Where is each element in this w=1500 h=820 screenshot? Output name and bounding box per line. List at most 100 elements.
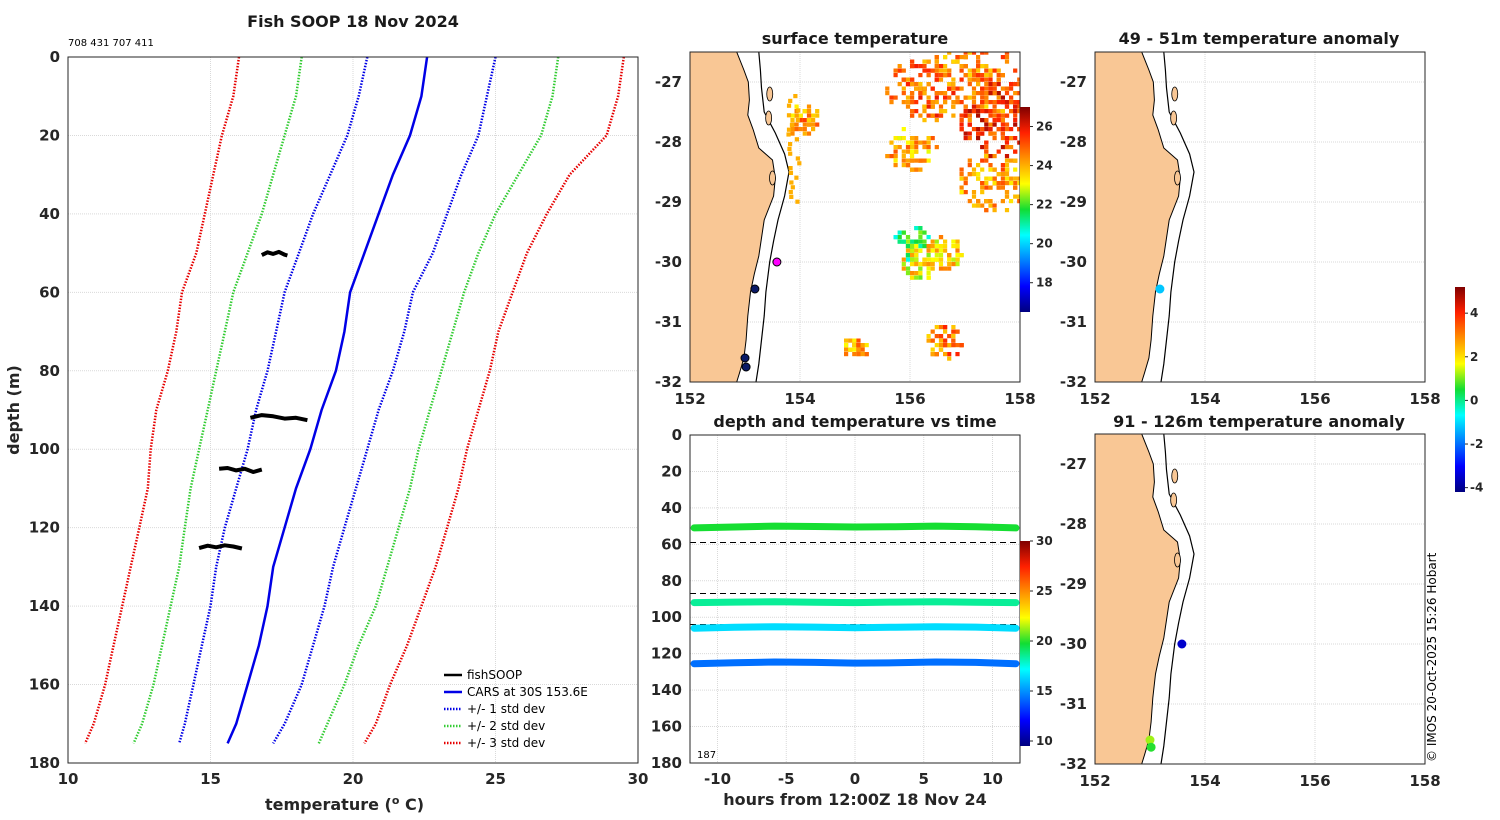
sst-pixel xyxy=(971,172,977,177)
island xyxy=(1171,468,1179,484)
sst-pixel xyxy=(901,154,906,159)
island xyxy=(765,110,773,126)
map-ytick-label: -27 xyxy=(1060,455,1087,473)
sst-pixel xyxy=(992,68,997,73)
island xyxy=(769,170,776,186)
sst-pixel xyxy=(1000,127,1005,132)
sst-pixel xyxy=(976,82,981,87)
sst-pixel xyxy=(795,156,800,161)
sst-pixel xyxy=(905,271,911,276)
sst-pixel xyxy=(930,352,935,357)
sst-pixel xyxy=(918,95,923,100)
depth-time-colorbar xyxy=(1020,541,1030,746)
sst-pixel xyxy=(790,113,795,118)
sst-pixel xyxy=(926,266,931,271)
sst-pixel xyxy=(934,91,939,96)
sst-pixel xyxy=(967,68,972,73)
sst-pixel xyxy=(926,136,931,141)
sst-pixel xyxy=(976,203,981,208)
profile-xtick-label: 30 xyxy=(628,770,649,788)
sst-pixel xyxy=(967,113,972,118)
sst-pixel xyxy=(914,100,919,105)
sst-pixel xyxy=(926,334,931,339)
sst-pixel xyxy=(971,190,977,195)
sst-pixel xyxy=(1021,78,1025,82)
sst-pixel xyxy=(967,82,972,87)
sst-pixel xyxy=(992,109,997,114)
sst-pixel xyxy=(1000,131,1005,136)
sst-station-marker xyxy=(772,257,782,267)
sst-pixel xyxy=(980,190,985,195)
legend-std2-label: +/- 2 std dev xyxy=(467,719,545,733)
sst-pixel xyxy=(955,100,960,105)
sst-pixel xyxy=(984,33,988,37)
sst-pixel xyxy=(922,59,927,64)
sst-pixel xyxy=(959,190,964,195)
sst-pixel xyxy=(967,118,972,123)
sst-colorbar-label: 26 xyxy=(1036,120,1053,134)
coastline xyxy=(1141,52,1181,382)
sst-pixel xyxy=(926,73,931,78)
sst-pixel xyxy=(934,55,939,60)
sst-pixel xyxy=(1004,208,1010,213)
sst-pixel xyxy=(968,33,972,37)
sst-pixel xyxy=(980,185,985,190)
sst-pixel xyxy=(897,145,902,150)
sst-pixel xyxy=(1000,55,1005,60)
sst-pixel xyxy=(959,185,964,190)
sst-pixel xyxy=(963,176,968,181)
sst-pixel xyxy=(914,64,919,69)
sst-pixel xyxy=(971,86,977,91)
sst-pixel xyxy=(943,109,948,114)
sst-pixel xyxy=(815,113,820,118)
sst-pixel xyxy=(976,46,980,50)
sst-pixel xyxy=(914,271,919,276)
fishsoop-cluster-2 xyxy=(218,466,263,474)
sst-pixel xyxy=(996,185,1001,190)
sst-pixel xyxy=(918,140,923,145)
sst-pixel xyxy=(901,163,906,168)
sst-pixel xyxy=(794,127,799,132)
sst-pixel xyxy=(1004,158,1010,163)
sst-pixel xyxy=(914,145,919,150)
sst-pixel xyxy=(984,140,989,145)
sst-pixel xyxy=(967,122,972,127)
sst-pixel xyxy=(984,82,989,87)
depth-time-colorbar-label: 30 xyxy=(1036,534,1053,548)
sst-pixel xyxy=(980,104,985,109)
sst-pixel xyxy=(960,42,964,46)
sst-pixel xyxy=(980,158,985,163)
sst-pixel xyxy=(922,68,927,73)
sst-pixel xyxy=(1021,100,1025,104)
sst-pixel xyxy=(926,59,931,64)
sst-pixel xyxy=(967,158,972,163)
sst-pixel xyxy=(1017,109,1020,114)
fishsoop-observations xyxy=(198,249,308,551)
sst-pixel xyxy=(984,91,989,96)
map-ytick-label: -31 xyxy=(1060,313,1087,331)
depth-time-ytick-label: 20 xyxy=(661,462,682,480)
sst-pixel xyxy=(786,127,792,132)
sst-pixel xyxy=(980,95,985,100)
depth-time-ytick-label: 140 xyxy=(651,681,682,699)
island xyxy=(766,86,774,102)
sst-pixel xyxy=(1005,46,1009,50)
sst-pixel xyxy=(955,59,960,64)
sst-pixel xyxy=(967,199,972,204)
sst-pixel xyxy=(926,244,931,249)
sst-pixel xyxy=(905,253,911,258)
depth-time-xtick-label: 5 xyxy=(919,770,929,788)
sst-pixel xyxy=(996,181,1001,186)
sst-pixel xyxy=(967,172,972,177)
sst-pixel xyxy=(992,122,997,127)
sst-pixel xyxy=(905,239,911,244)
sst-pixel xyxy=(1013,46,1017,50)
sst-pixel xyxy=(943,64,948,69)
sst-pixel xyxy=(951,334,956,339)
map-axes-frame xyxy=(1094,51,1426,383)
sst-pixel xyxy=(885,86,890,91)
depth-time-xtick-label: 10 xyxy=(982,770,1003,788)
map-ytick-label: -29 xyxy=(1060,193,1087,211)
sst-pixel xyxy=(947,343,952,348)
shelf-contour xyxy=(1160,52,1195,382)
